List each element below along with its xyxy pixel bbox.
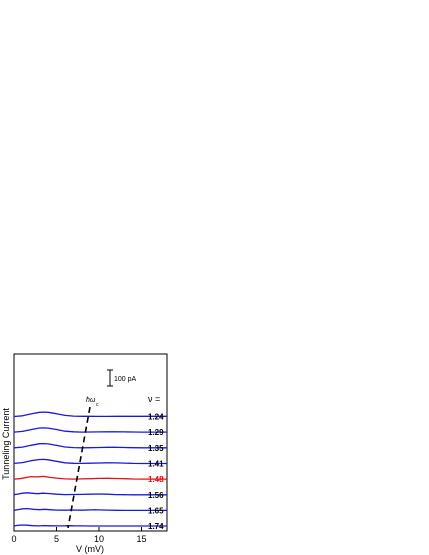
- y-axis-label: Tunneling Current: [1, 408, 11, 480]
- nu-label-1-41: 1.41: [148, 459, 164, 468]
- curve-nu-1-24: [13, 411, 167, 418]
- x-axis-label: V (mV): [76, 544, 104, 554]
- nu-label-1-29: 1.29: [148, 428, 164, 437]
- hbar-omega-label: ħω: [86, 397, 96, 404]
- hbar-omega-subscript: c: [96, 402, 99, 408]
- curve-nu-1-35: [13, 442, 167, 449]
- scale-bar-label: 100 pA: [114, 376, 137, 383]
- nu-label-1-65: 1.65: [148, 506, 164, 515]
- scale-bar: 100 pA: [107, 369, 137, 387]
- curve-nu-1-74: [13, 524, 167, 527]
- x-tick-label: 0: [11, 534, 16, 544]
- x-axis-ticks: 0 5 10 15: [11, 527, 147, 544]
- x-tick-label: 15: [136, 534, 146, 544]
- x-tick-label: 5: [54, 534, 59, 544]
- curve-nu-1-29: [13, 427, 167, 433]
- nu-label-1-56: 1.56: [148, 491, 164, 500]
- nu-label-1-24: 1.24: [148, 412, 164, 421]
- curve-nu-1-41: [13, 458, 167, 465]
- cyclotron-annotation: ħω c: [67, 397, 99, 529]
- curve-nu-1-56: [13, 492, 167, 496]
- plot-frame: [13, 353, 168, 532]
- curve-nu-1-65: [13, 507, 167, 512]
- x-tick-label: 10: [94, 534, 104, 544]
- nu-label-1-74: 1.74: [148, 522, 164, 531]
- nu-label-1-35: 1.35: [148, 444, 164, 453]
- curves-group: [13, 411, 167, 527]
- nu-label-1-48: 1.48: [148, 475, 164, 484]
- cyclotron-dashed-line: [67, 406, 91, 529]
- legend-header: ν =: [148, 394, 160, 404]
- curve-nu-1-48: [13, 475, 167, 480]
- filling-factor-labels: 1.24 1.29 1.35 1.41 1.48 1.56 1.65 1.74: [148, 412, 164, 531]
